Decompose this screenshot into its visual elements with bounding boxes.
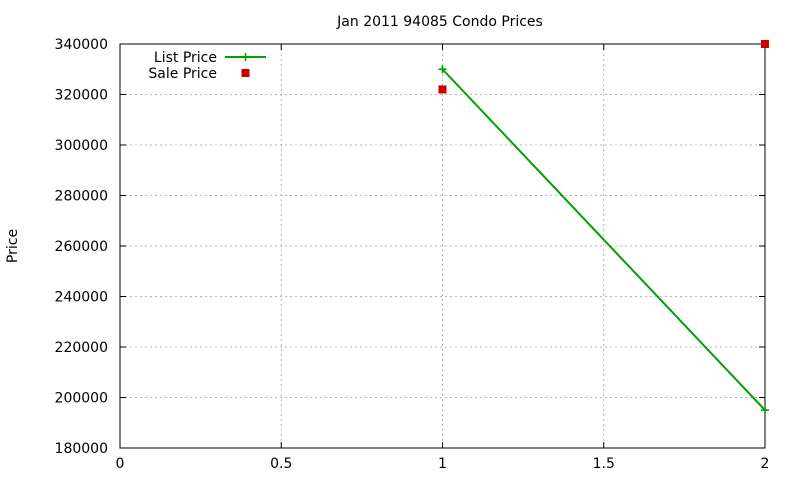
x-tick-label: 0: [116, 456, 125, 472]
x-tick-label: 0.5: [270, 456, 292, 472]
x-tick-label: 2: [761, 456, 770, 472]
data-point: [438, 65, 447, 74]
chart-title: Jan 2011 94085 Condo Prices: [336, 14, 543, 30]
legend-entry: List Price: [154, 50, 266, 66]
y-tick-label: 180000: [55, 441, 108, 457]
y-tick-label: 260000: [55, 239, 108, 255]
legend-label: Sale Price: [148, 66, 217, 82]
legend-entry: Sale Price: [148, 66, 250, 82]
series: [438, 40, 769, 415]
grid: [120, 44, 765, 448]
series-0: [438, 65, 769, 415]
series-1: [438, 40, 769, 94]
y-tick-label: 320000: [55, 88, 108, 104]
x-tick-label: 1: [438, 456, 447, 472]
y-tick-label: 200000: [55, 391, 108, 407]
y-axis-label: Price: [5, 229, 21, 263]
y-tick-label: 340000: [55, 37, 108, 53]
legend-label: List Price: [154, 50, 217, 66]
series-line: [441, 68, 766, 411]
x-tick-label: 1.5: [593, 456, 615, 472]
data-point: [438, 85, 447, 94]
data-point: [761, 406, 769, 415]
data-point: [761, 40, 769, 48]
legend-marker: [241, 69, 250, 77]
y-tick-label: 300000: [55, 138, 108, 154]
axes: 0 0.5 1 1.5 2 180000 200000 220000 240000 260000 2…: [55, 37, 770, 472]
legend-marker: [241, 53, 250, 61]
y-tick-label: 280000: [55, 189, 108, 205]
y-tick-label: 220000: [55, 340, 108, 356]
y-tick-label: 240000: [55, 290, 108, 306]
